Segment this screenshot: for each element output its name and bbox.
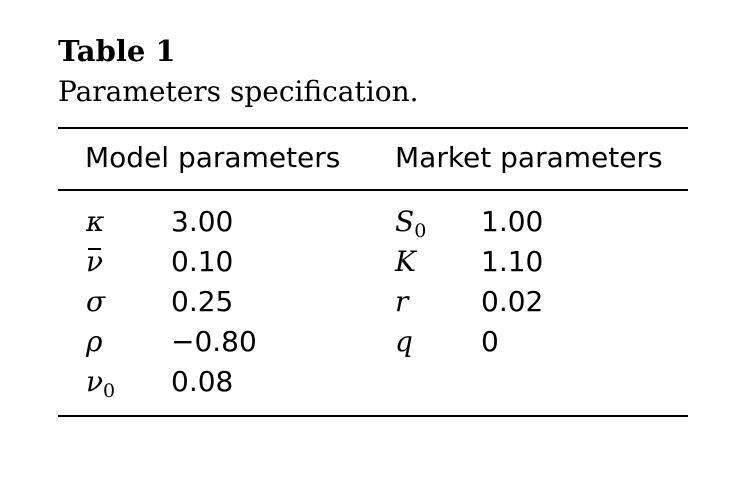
market-value-q: 0 [481,325,499,358]
bottom-rule [58,415,688,417]
model-value-vbar: 0.10 [171,245,234,278]
model-value-kappa: 3.00 [171,205,234,238]
model-symbol-kappa: κ [86,205,105,238]
model-symbol-vbar: ν [86,242,103,282]
market-value-k: 1.10 [481,245,544,278]
top-rule [58,127,688,129]
model-symbol-sigma: σ [86,285,106,318]
model-parameters-header: Model parameters [85,141,341,174]
header-rule [58,189,688,191]
market-symbol-q: q [395,325,413,358]
model-symbol-rho: ρ [86,325,103,358]
market-symbol-s0: S0 [395,205,427,242]
table-caption-label: Table 1 [58,34,176,68]
table-caption-title: Parameters specification. [58,75,419,108]
market-value-s0: 1.00 [481,205,544,238]
model-value-v0: 0.08 [171,365,234,398]
model-value-rho: −0.80 [171,325,257,358]
model-value-sigma: 0.25 [171,285,234,318]
market-parameters-header: Market parameters [395,141,663,174]
market-value-r: 0.02 [481,285,544,318]
market-symbol-r: r [395,285,409,318]
market-symbol-k: K [395,245,416,278]
model-symbol-v0: ν0 [86,365,116,402]
